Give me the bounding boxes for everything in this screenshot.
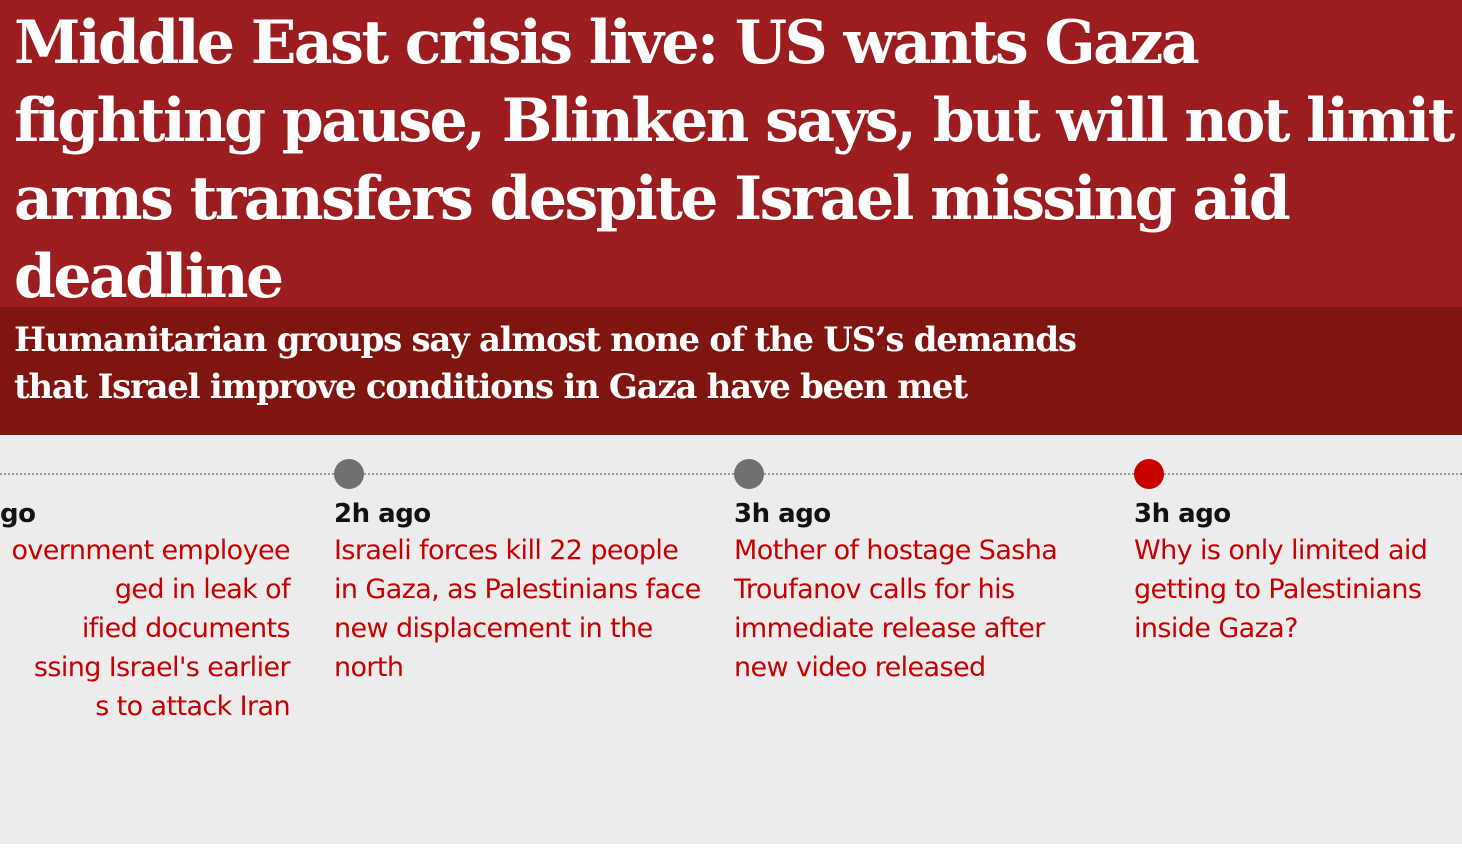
timeline-item-time: 3h ago xyxy=(1134,499,1231,529)
timeline-item-time: 2h ago xyxy=(334,499,431,529)
timeline-item-link[interactable]: overnment employee ged in leak of ified … xyxy=(11,535,290,722)
article-headline: Middle East crisis live: US wants Gaza f… xyxy=(14,8,1455,312)
standfirst-block: Humanitarian groups say almost none of t… xyxy=(0,307,1462,435)
timeline-item-time: 3h ago xyxy=(734,499,831,529)
article-standfirst: Humanitarian groups say almost none of t… xyxy=(14,320,1077,407)
timeline-item-link[interactable]: Israeli forces kill 22 people in Gaza, a… xyxy=(334,535,701,683)
timeline-line xyxy=(0,473,1462,475)
bottom-strip xyxy=(0,844,1462,856)
headline-block: Middle East crisis live: US wants Gaza f… xyxy=(0,0,1462,312)
key-events-timeline: go overnment employee ged in leak of ifi… xyxy=(0,435,1462,844)
timeline-item-link[interactable]: Mother of hostage Sasha Troufanov calls … xyxy=(734,535,1058,683)
timeline-item-time: go xyxy=(0,499,36,529)
timeline-dot-latest xyxy=(1134,459,1164,489)
timeline-dot xyxy=(334,459,364,489)
timeline-dot xyxy=(734,459,764,489)
timeline-item-link[interactable]: Why is only limited aid getting to Pales… xyxy=(1134,535,1428,644)
